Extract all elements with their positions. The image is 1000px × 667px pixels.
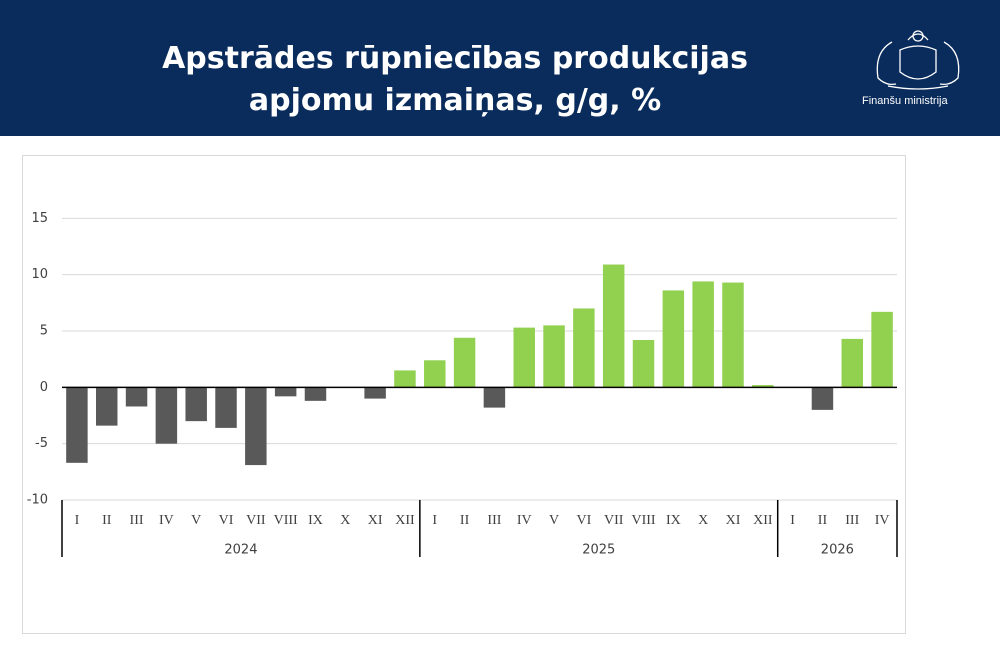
bar [155,387,178,444]
x-tick-label: XII [395,513,415,528]
x-tick-label: II [102,513,112,528]
bar [424,360,446,388]
bar [573,308,595,388]
bar [662,290,685,388]
group-label: 2026 [821,543,854,558]
x-tick-label: IX [666,513,681,528]
bar [125,387,148,407]
bar [871,311,893,388]
bar [543,325,565,388]
x-tick-label: VI [576,513,591,528]
bar [811,387,834,410]
emblem [876,30,960,90]
bar [841,338,864,388]
bar [185,387,207,422]
x-tick-label: V [549,513,559,528]
bar [66,387,88,463]
bar [274,387,297,397]
x-tick-label: XII [753,513,773,528]
bar [215,387,237,428]
x-tick-label: IX [308,513,323,528]
x-tick-label: VIII [631,513,655,528]
x-tick-label: XI [726,513,741,528]
title: Apstrādes rūpniecības produkcijas apjomu… [80,38,830,122]
bar [602,264,625,388]
x-tick-label: II [818,513,828,528]
x-tick-label: IV [517,513,532,528]
x-tick-label: III [487,513,501,528]
group-label: 2025 [582,543,615,558]
y-tick-label: 5 [40,324,48,339]
x-tick-label: IV [875,513,890,528]
bar [722,282,744,388]
chart-frame [22,155,906,634]
y-tick-label: -5 [35,436,48,451]
x-tick-label: VIII [274,513,298,528]
x-tick-label: I [75,513,80,528]
bar [304,387,327,401]
title-line: Apstrādes rūpniecības produkcijas [162,41,748,76]
x-tick-label: XI [368,513,383,528]
x-tick-label: I [790,513,795,528]
bar [95,387,118,426]
x-tick-label: VII [246,513,266,528]
x-tick-label: X [340,513,350,528]
x-tick-label: VII [604,513,624,528]
bar [752,385,774,388]
y-tick-label: 0 [40,380,48,395]
x-tick-label: IV [159,513,174,528]
title-line: apjomu izmaiņas, g/g, % [248,83,662,118]
bar [513,327,535,388]
x-tick-label: V [191,513,201,528]
x-tick-label: X [698,513,708,528]
bar [364,387,386,399]
bar [692,281,714,388]
x-tick-label: III [845,513,859,528]
x-tick-label: I [432,513,437,528]
bar [483,387,506,408]
group-label: 2024 [224,543,257,558]
logo-text: Finanšu ministrija [862,95,948,107]
header: Apstrādes rūpniecības produkcijas apjomu… [0,0,1000,136]
y-tick-label: 10 [31,267,48,282]
x-tick-label: II [460,513,470,528]
x-tick-label: III [130,513,144,528]
x-tick-label: VI [219,513,234,528]
y-tick-label: -10 [27,493,48,508]
bar [453,337,476,388]
bar [632,340,655,388]
bar [245,387,267,466]
y-tick-label: 15 [31,211,48,226]
bar [394,370,416,388]
